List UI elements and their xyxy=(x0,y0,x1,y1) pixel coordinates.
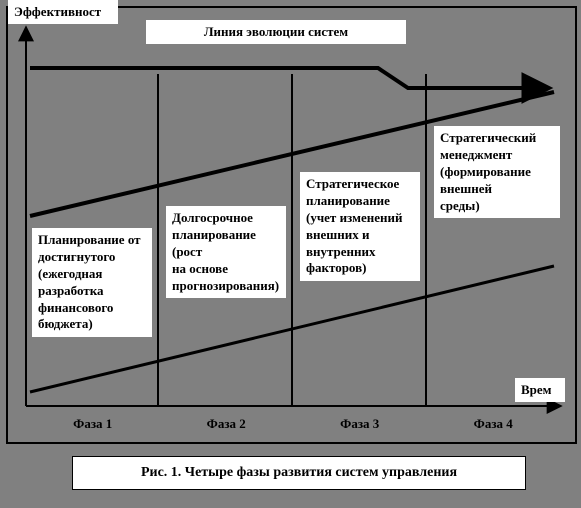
phase-3-box: Стратегическое планирование (учет измене… xyxy=(300,172,420,281)
phase-4-label: Фаза 4 xyxy=(427,416,561,432)
evolution-line-label: Линия эволюции систем xyxy=(146,20,406,44)
y-axis-label: Эффективност xyxy=(8,0,118,24)
phase-1-label: Фаза 1 xyxy=(26,416,160,432)
figure-caption: Рис. 1. Четыре фазы развития систем упра… xyxy=(72,456,526,490)
evolution-line xyxy=(30,68,548,88)
phase-1-box: Планирование от достигнутого (ежегодная … xyxy=(32,228,152,337)
phase-2-label: Фаза 2 xyxy=(160,416,294,432)
phase-3-label: Фаза 3 xyxy=(293,416,427,432)
phase-4-box: Стратегический менеджмент (формирование … xyxy=(434,126,560,218)
x-axis-label: Врем xyxy=(515,378,565,402)
chart-svg xyxy=(8,8,575,442)
phase-labels-row: Фаза 1 Фаза 2 Фаза 3 Фаза 4 xyxy=(26,416,560,432)
chart-frame: Эффективност Линия эволюции систем Плани… xyxy=(6,6,577,444)
phase-2-box: Долгосрочное планирование (рост на основ… xyxy=(166,206,286,298)
